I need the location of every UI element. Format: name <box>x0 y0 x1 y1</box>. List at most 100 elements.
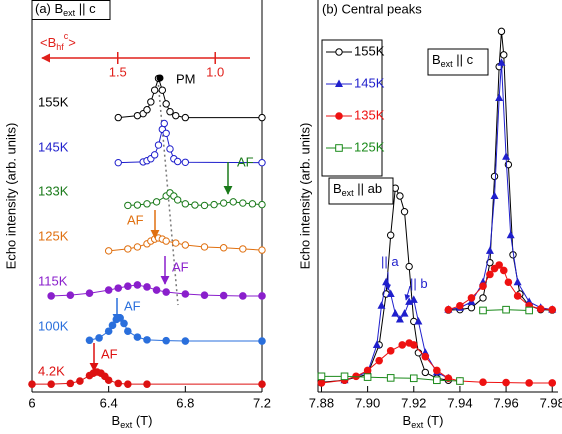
annotation: AF <box>237 154 254 169</box>
y-axis-label: Echo intensity (arb. units) <box>297 123 312 270</box>
legend-marker <box>335 144 343 152</box>
marker <box>124 380 132 388</box>
marker <box>485 246 494 254</box>
marker <box>386 289 395 297</box>
title-box <box>31 0 111 20</box>
marker <box>200 243 209 251</box>
annotation-box <box>427 48 489 76</box>
marker <box>497 27 506 36</box>
marker <box>200 201 209 210</box>
legend-marker <box>335 112 343 120</box>
legend-label: 125K <box>354 139 385 154</box>
marker <box>120 319 128 328</box>
marker <box>162 100 170 108</box>
marker <box>400 309 409 317</box>
marker <box>104 376 113 385</box>
series-label: 133K <box>38 183 69 198</box>
x-tick-label: 6 <box>28 395 35 410</box>
marker <box>502 152 511 160</box>
x-tick-label: 7.92 <box>401 395 426 410</box>
annotation: PM <box>176 71 196 86</box>
marker <box>143 283 151 291</box>
marker <box>239 292 247 300</box>
x-axis-label: Bext (T) <box>112 413 153 430</box>
marker <box>162 336 170 345</box>
x-axis-label: Bext (T) <box>403 413 444 430</box>
marker <box>409 341 418 349</box>
x-axis-label-main: B <box>112 413 121 428</box>
marker <box>114 113 122 122</box>
marker <box>317 372 326 381</box>
panel-title-sub: ext <box>63 8 76 18</box>
marker <box>363 366 372 375</box>
series-label: 125K <box>38 228 69 243</box>
marker <box>219 291 228 300</box>
marker <box>340 372 349 381</box>
marker <box>495 261 503 269</box>
marker <box>210 200 218 209</box>
marker <box>479 306 487 315</box>
annotation-sub: ext <box>342 188 355 198</box>
annotation: || b <box>410 276 428 291</box>
hf-axis-label-sub: hf <box>56 42 64 52</box>
marker <box>548 305 557 314</box>
x-tick-label: 6.8 <box>176 395 194 410</box>
y-axis-label: Echo intensity (arb. units) <box>3 123 18 270</box>
marker <box>191 201 199 209</box>
marker <box>400 207 409 216</box>
pm-dot <box>156 74 164 82</box>
hf-axis-label: <Bhfc> <box>40 31 76 52</box>
marker <box>124 282 132 290</box>
marker <box>124 327 132 336</box>
marker <box>495 93 504 101</box>
marker <box>414 349 423 357</box>
marker <box>219 199 228 207</box>
marker <box>104 247 113 255</box>
marker <box>386 374 395 382</box>
marker <box>114 379 123 388</box>
marker <box>258 113 266 122</box>
marker <box>248 200 257 208</box>
legend-marker <box>335 48 343 56</box>
marker <box>386 347 395 355</box>
marker <box>456 301 464 310</box>
series-label: 115K <box>38 273 68 288</box>
marker <box>229 198 237 206</box>
marker <box>133 281 142 289</box>
marker <box>504 278 513 287</box>
marker <box>162 288 170 296</box>
marker <box>375 356 383 365</box>
marker <box>28 380 36 388</box>
marker <box>405 297 414 305</box>
marker <box>181 158 190 166</box>
marker <box>66 291 75 299</box>
marker <box>173 196 182 204</box>
panel-title-main: (a) B <box>35 1 63 16</box>
marker <box>500 51 508 59</box>
marker <box>506 230 515 239</box>
annotation-rest: || ab <box>354 181 382 196</box>
marker <box>154 141 163 149</box>
marker <box>513 277 522 286</box>
marker <box>258 380 266 388</box>
marker <box>486 258 494 267</box>
marker <box>467 294 476 302</box>
x-tick-label: 6.4 <box>100 395 118 410</box>
marker <box>152 198 161 206</box>
marker <box>396 192 404 200</box>
legend-label: 135K <box>354 107 385 122</box>
marker <box>124 201 132 210</box>
marker <box>124 245 132 253</box>
marker <box>421 352 430 361</box>
legend-label: 145K <box>354 75 385 90</box>
marker <box>162 129 170 137</box>
panel-title: (a) Bext || c <box>35 1 96 18</box>
annotation-sub: ext <box>441 59 454 69</box>
panel-title: (b) Central peaks <box>322 1 422 16</box>
annotation-rest: || c <box>453 52 474 67</box>
x-axis-label-rest: (T) <box>132 413 152 428</box>
marker <box>160 119 168 128</box>
marker <box>536 305 545 313</box>
marker <box>258 158 266 167</box>
marker <box>479 282 487 290</box>
